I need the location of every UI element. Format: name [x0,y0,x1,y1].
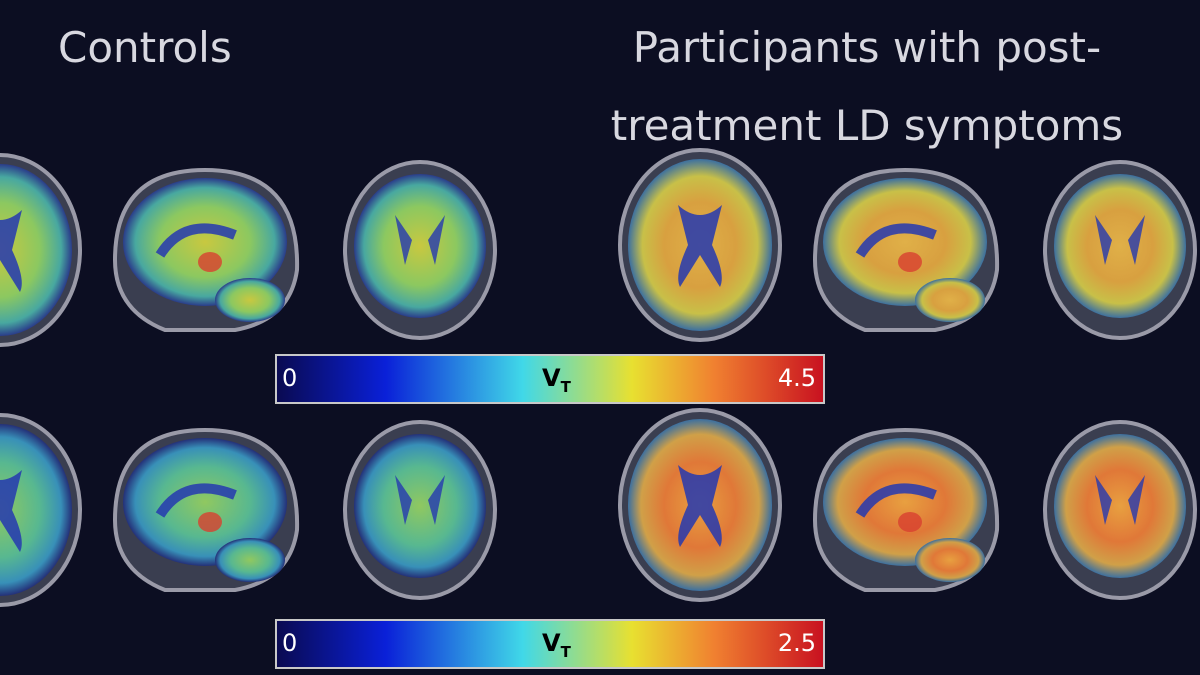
brain [354,174,486,318]
brain-scans [0,148,1197,607]
label-sub: T [561,643,572,661]
cerebellum [215,538,285,582]
brain [823,178,987,306]
colorbar-min: 0 [282,629,297,657]
cerebellum [915,278,985,322]
corpus [155,223,237,258]
corpus [855,223,937,258]
brain [123,178,287,306]
cerebellum [215,278,285,322]
label-main: V [542,629,561,657]
colorbar-min: 0 [282,364,297,392]
brain [0,164,72,336]
group-heading: Participants with post- [633,23,1101,72]
ventricle [0,470,22,552]
ventricle [678,465,722,547]
label-main: V [542,364,561,392]
ventricle [395,475,445,525]
colorbar [275,354,825,404]
hotspot [898,252,922,272]
brain [1054,434,1186,578]
colorbar-label: VT [542,364,572,396]
ventricle [678,205,722,287]
ventricle [1095,215,1145,265]
ventricle [0,210,22,292]
hotspot [198,252,222,272]
corpus [155,483,237,518]
group-heading: Controls [58,23,232,72]
brain [0,424,72,596]
brain [123,438,287,566]
ventricle [1095,475,1145,525]
colorbar-max: 2.5 [778,629,816,657]
colorbar-max: 4.5 [778,364,816,392]
group-heading: treatment LD symptoms [611,101,1123,150]
corpus [855,483,937,518]
label-sub: T [561,378,572,396]
ventricle [395,215,445,265]
hotspot [198,512,222,532]
brain [354,434,486,578]
brain [823,438,987,566]
hotspot [898,512,922,532]
colorbar [275,619,825,669]
cerebellum [915,538,985,582]
brain [1054,174,1186,318]
colorbar-label: VT [542,629,572,661]
